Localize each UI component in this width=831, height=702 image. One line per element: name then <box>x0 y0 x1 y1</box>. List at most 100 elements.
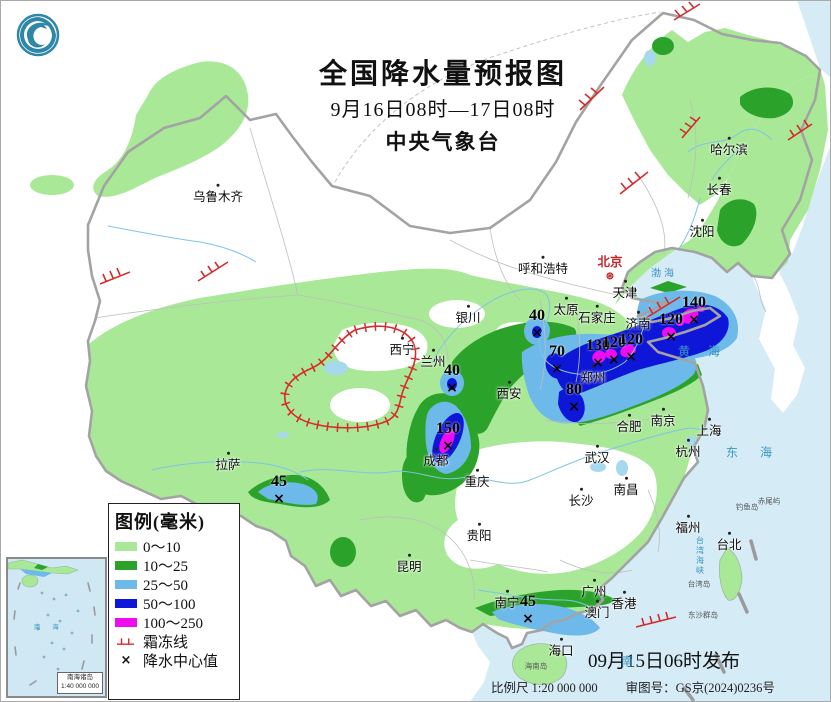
island-label: 东沙群岛 <box>688 610 718 620</box>
city-name: 南昌 <box>613 482 639 497</box>
precip-center-x-icon: × <box>551 361 563 377</box>
precip-center-x-icon: × <box>273 491 285 507</box>
city-label: 香港 <box>611 590 637 611</box>
legend-box: 图例(毫米) 0～10 10～25 25～50 50～100 100～250 霜… <box>108 503 240 700</box>
precip-value: 70 <box>549 343 565 360</box>
inset-title-box: 南海诸岛 1:40 000 000 <box>57 672 103 694</box>
city-marker-icon <box>564 296 568 300</box>
city-label: 石家庄 <box>578 304 616 325</box>
city-label: 长沙 <box>568 487 594 508</box>
nine-dash-line <box>682 539 758 702</box>
legend-frost-row: 霜冻线 <box>115 632 233 651</box>
precip-value: 120 <box>602 334 626 351</box>
city-name: 呼和浩特 <box>517 261 569 276</box>
island-label: 赤尾屿 <box>757 496 781 506</box>
city-marker-icon <box>505 589 509 593</box>
city-marker-icon <box>434 447 438 451</box>
city-label: 济南 <box>625 310 651 331</box>
city-name: 兰州 <box>420 354 446 369</box>
precip-value: 80 <box>566 381 582 398</box>
city-name: 太原 <box>553 302 579 317</box>
city-marker-icon <box>624 476 628 480</box>
precip-center-x-icon: × <box>625 349 637 365</box>
precip-center-value: 150 × <box>436 420 460 454</box>
city-name: 广州 <box>581 584 607 599</box>
city-name: 银川 <box>455 310 481 325</box>
precip-value: 150 <box>436 420 460 437</box>
city-label: 南昌 <box>613 476 639 497</box>
lakes <box>277 50 698 476</box>
city-label: 呼和浩特 <box>517 255 569 276</box>
map-approval-number: 审图号：GS京(2024)0236号 <box>625 681 775 695</box>
city-label: 乌鲁木齐 <box>192 183 244 204</box>
frost-line-symbols <box>99 1 813 628</box>
city-marker-icon <box>579 487 583 491</box>
precip-center-value: 70 × <box>549 343 565 377</box>
precip-center-value: 120 × <box>659 311 683 345</box>
dry-areas <box>330 300 657 574</box>
rivers <box>107 128 773 609</box>
city-name: 重庆 <box>464 474 490 489</box>
city-label: 南京 <box>650 407 676 428</box>
city-name: 拉萨 <box>215 457 241 472</box>
city-marker-icon: ⊛ <box>605 270 615 282</box>
city-label: 兰州 <box>420 348 446 369</box>
city-label: 郑州 <box>580 364 606 385</box>
island-label: 钓鱼岛 <box>735 502 759 512</box>
precip-value: 120 <box>659 311 683 328</box>
city-name: 北京 <box>597 254 623 269</box>
precip-center-value: 40 × <box>444 362 460 396</box>
city-name: 长沙 <box>568 493 594 508</box>
city-name: 长春 <box>706 182 732 197</box>
city-label: 银川 <box>455 304 481 325</box>
city-name: 南京 <box>650 413 676 428</box>
city-marker-icon <box>507 380 511 384</box>
city-label: 哈尔滨 <box>710 136 748 157</box>
city-marker-icon <box>707 417 711 421</box>
city-label: 西安 <box>496 380 522 401</box>
city-name: 上海 <box>696 423 722 438</box>
legend-color-swatch <box>115 542 137 551</box>
city-marker-icon <box>400 336 404 340</box>
city-name: 石家庄 <box>578 310 616 325</box>
city-marker-icon <box>466 304 470 308</box>
precip-center-value: 140 × <box>682 294 706 328</box>
city-marker-icon <box>431 348 435 352</box>
island-label: 台湾岛 <box>687 579 711 589</box>
city-name: 合肥 <box>616 419 642 434</box>
precip-center-value: 45 × <box>271 473 287 507</box>
precip-center-x-icon: × <box>442 438 454 454</box>
city-label: 海口 <box>548 637 574 658</box>
frost-line-icon <box>117 638 135 645</box>
city-marker-icon <box>226 451 230 455</box>
agency-name: 中央气象台 <box>385 130 501 154</box>
city-marker-icon <box>595 444 599 448</box>
city-name: 郑州 <box>580 370 606 385</box>
city-name: 贵阳 <box>466 528 492 543</box>
city-marker-icon <box>700 218 704 222</box>
city-marker-icon <box>592 578 596 582</box>
city-name: 济南 <box>625 316 651 331</box>
city-name: 成都 <box>423 453 449 468</box>
legend-color-swatch <box>115 561 137 570</box>
city-name: 乌鲁木齐 <box>192 189 244 204</box>
city-name: 南宁 <box>494 595 520 610</box>
sea-label: 东海 <box>725 445 795 460</box>
precip-center-x-icon: × <box>665 329 677 345</box>
legend-color-swatch <box>115 580 137 589</box>
legend-item-label: 50～100 <box>143 597 196 613</box>
legend-item-label: 25～50 <box>143 578 189 594</box>
city-marker-icon <box>686 438 690 442</box>
precip-center-value: 45 × <box>520 593 536 627</box>
map-title: 全国降水量预报图 <box>318 59 568 90</box>
precip-value: 45 <box>520 593 536 610</box>
legend-title: 图例(毫米) <box>115 512 205 532</box>
city-label: 贵阳 <box>466 522 492 543</box>
city-label: 广州 <box>581 578 607 599</box>
city-name: 香港 <box>611 596 637 611</box>
south-china-sea-inset: 南 海 南海诸岛 1:40 000 000 <box>6 557 107 698</box>
legend-frost-label: 霜冻线 <box>143 635 189 651</box>
city-marker-icon <box>623 279 627 283</box>
